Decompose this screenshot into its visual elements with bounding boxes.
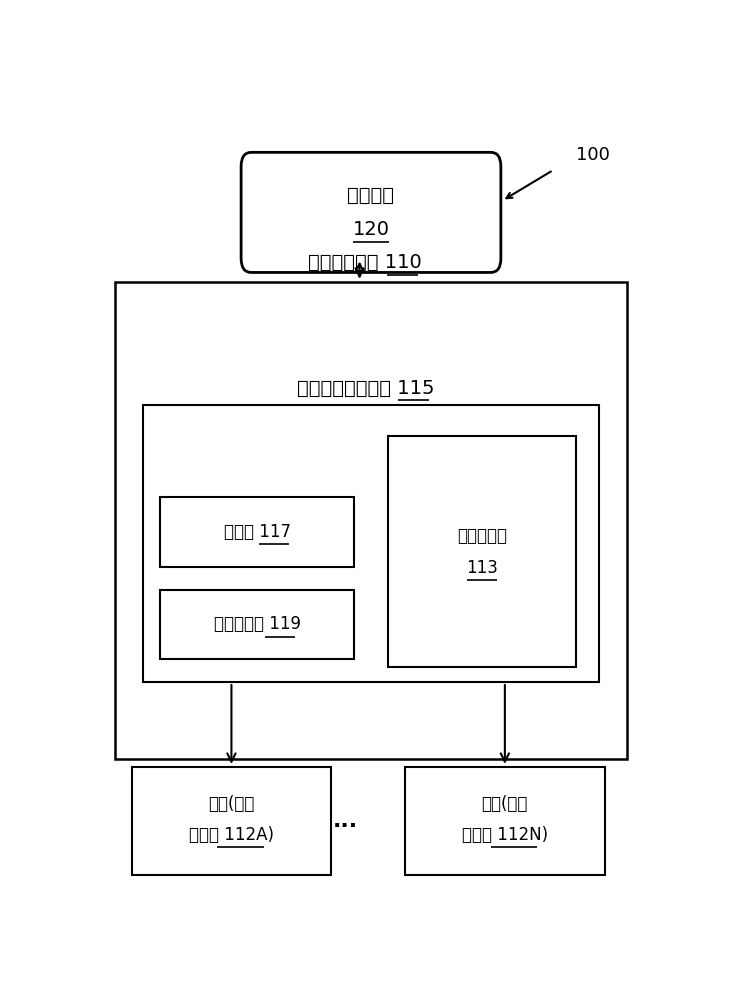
FancyBboxPatch shape [405,767,604,875]
Text: 媒体(存储: 媒体(存储 [481,795,528,813]
FancyBboxPatch shape [241,152,501,272]
FancyBboxPatch shape [160,497,354,567]
Text: 100: 100 [576,146,610,164]
Text: 113: 113 [466,559,498,577]
Text: 存储器子系统 110: 存储器子系统 110 [309,253,422,272]
FancyBboxPatch shape [143,405,599,682]
Text: 120: 120 [353,220,390,239]
FancyBboxPatch shape [388,436,576,667]
Text: ...: ... [333,811,358,831]
FancyBboxPatch shape [132,767,331,875]
Text: 媒体(存储: 媒体(存储 [208,795,254,813]
Text: 处理器 117: 处理器 117 [223,523,290,541]
Text: 器组件 112A): 器组件 112A) [189,826,274,844]
Text: 主机系统: 主机系统 [348,186,395,205]
Text: 器组件 112N): 器组件 112N) [462,826,548,844]
FancyBboxPatch shape [115,282,627,759]
Text: 存储器系统控制器 115: 存储器系统控制器 115 [296,378,434,397]
FancyBboxPatch shape [160,590,354,659]
Text: 命令控制器: 命令控制器 [457,527,507,545]
Text: 本地存储器 119: 本地存储器 119 [214,615,301,633]
